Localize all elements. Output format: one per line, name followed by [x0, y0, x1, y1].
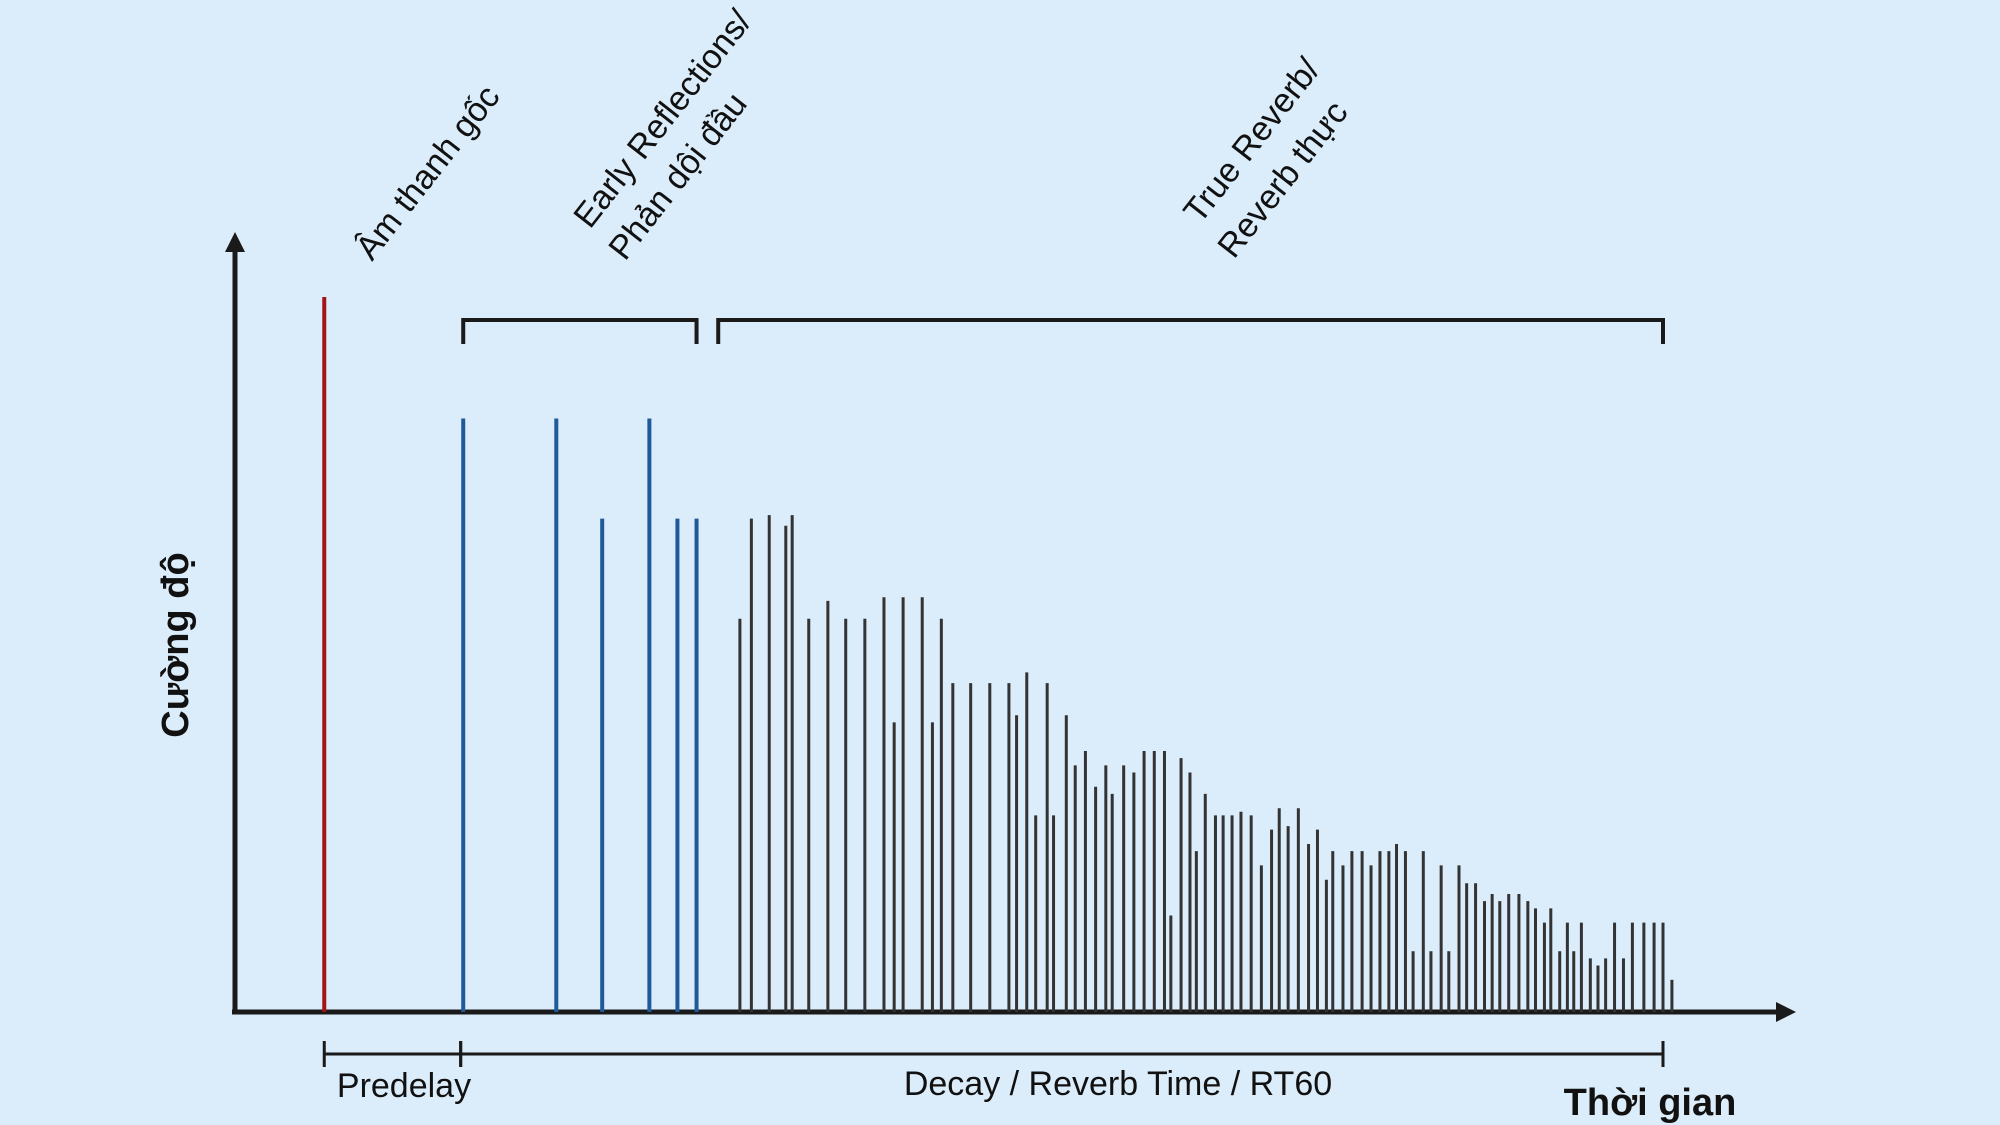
- y-axis-label: Cường độ: [155, 552, 197, 737]
- decay-bracket: [459, 1041, 1665, 1067]
- predelay-bracket: [322, 1041, 463, 1067]
- true-reverb-group: [738, 515, 1674, 1012]
- early-reflections-bracket: [461, 318, 699, 344]
- original-sound-label: Âm thanh gốc: [348, 78, 507, 267]
- decay-label: Decay / Reverb Time / RT60: [904, 1065, 1332, 1103]
- true-reverb-bracket: [716, 318, 1665, 344]
- predelay-label: Predelay: [337, 1067, 471, 1105]
- early-reflections-group: [461, 418, 699, 1012]
- x-axis-label: Thời gian: [1564, 1082, 1737, 1124]
